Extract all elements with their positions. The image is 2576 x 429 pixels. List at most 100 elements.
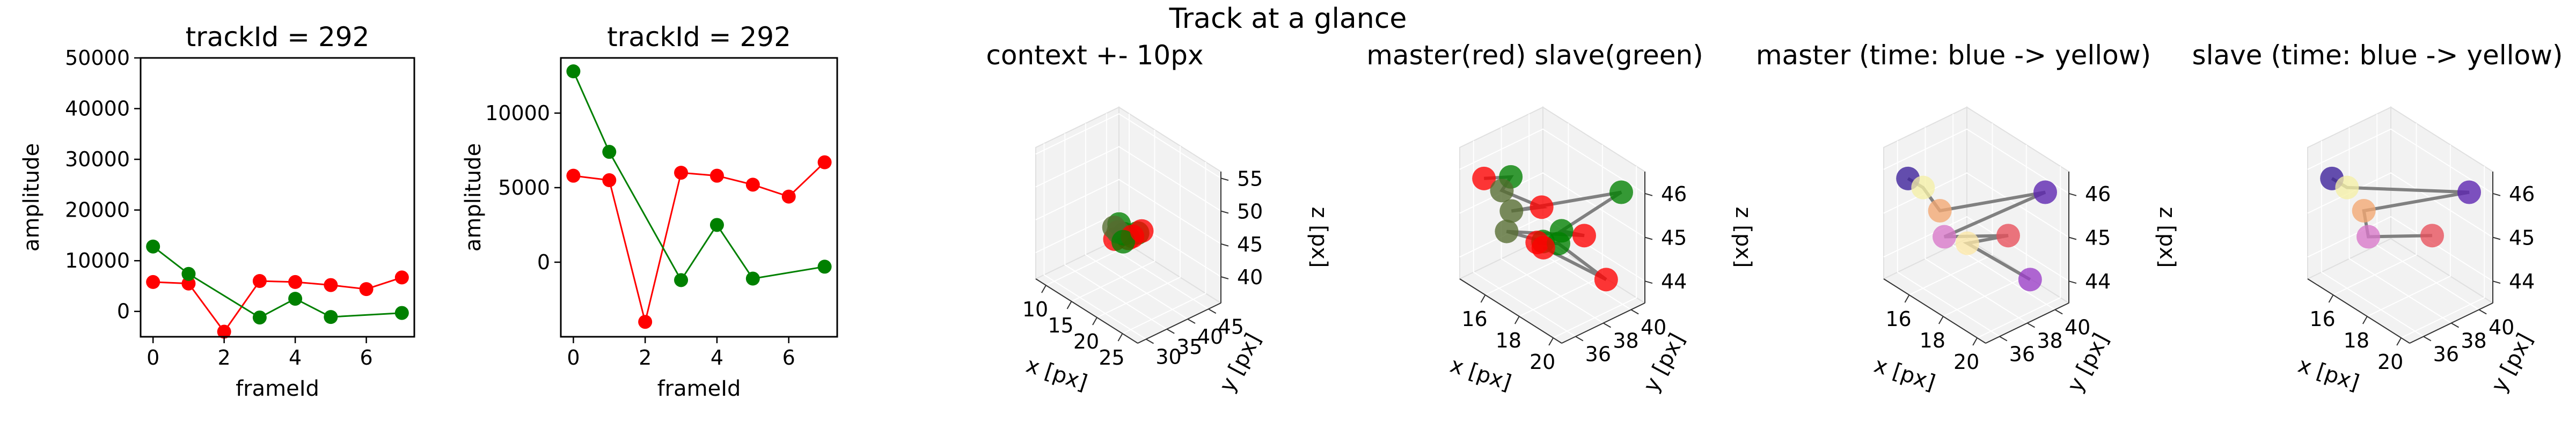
y-tick-label: 30 xyxy=(1155,345,1181,369)
z-tick xyxy=(2492,193,2501,196)
gridline xyxy=(2376,114,2479,310)
x-tick xyxy=(1938,316,1944,324)
z-tick xyxy=(1220,243,1229,247)
data-point xyxy=(1911,175,1935,199)
data-point xyxy=(394,270,409,285)
x-tick xyxy=(1904,294,1910,303)
y-tick xyxy=(1603,322,1611,328)
z-tick xyxy=(2068,236,2077,240)
z-tick xyxy=(2068,280,2077,284)
y-tick xyxy=(1208,308,1217,314)
z-tick-label: 46 xyxy=(1661,182,1687,206)
axis-line xyxy=(1035,278,1138,344)
gridline xyxy=(2348,127,2452,324)
y-tick xyxy=(1187,319,1196,324)
z-tick xyxy=(1220,276,1229,279)
axis-line xyxy=(1883,278,1986,344)
x-tick-label: 2 xyxy=(218,346,231,369)
x-tick-label: 18 xyxy=(2344,329,2369,352)
y-tick-label: 40 xyxy=(1641,316,1666,339)
x-tick-label: 18 xyxy=(1920,329,1945,352)
x-tick xyxy=(1514,316,1520,324)
series-line xyxy=(573,71,825,282)
chart-title: slave (time: blue -> yellow) xyxy=(2192,40,2563,71)
y-tick-label: 10000 xyxy=(485,101,550,125)
x-tick-label: 0 xyxy=(567,346,580,369)
side-pane xyxy=(1035,106,1119,280)
y-tick-label: 5000 xyxy=(498,176,550,199)
gridline xyxy=(1909,123,1993,295)
x-tick-label: 20 xyxy=(1073,330,1099,353)
data-point xyxy=(1495,219,1519,243)
data-point xyxy=(709,218,724,232)
data-point xyxy=(1490,179,1514,203)
y-tick-label: 30000 xyxy=(65,147,130,171)
data-point xyxy=(2033,180,2057,204)
data-point xyxy=(181,276,196,291)
z-tick-label: 44 xyxy=(2509,270,2535,293)
gridline xyxy=(1035,146,1221,212)
data-point xyxy=(2352,199,2376,223)
gridline xyxy=(1485,123,1569,295)
y-tick xyxy=(1575,336,1584,342)
chart-title: master(red) slave(green) xyxy=(1366,40,1703,71)
z-tick-label: 45 xyxy=(2509,226,2535,250)
gridline xyxy=(1043,143,1147,340)
gridline xyxy=(1085,123,1188,320)
data-point xyxy=(1529,195,1554,219)
z-tick xyxy=(1644,193,1653,196)
data-point xyxy=(1928,199,1952,223)
y-tick xyxy=(2054,309,2063,315)
amplitude-chart-2: trackId = 292 0 2 4 6 0 5000 10000 frameId amplit… xyxy=(461,21,838,401)
plot-frame xyxy=(140,57,415,338)
y-tick xyxy=(2027,322,2035,328)
z-tick xyxy=(1644,280,1653,284)
gridline xyxy=(1459,172,1645,238)
y-axis-label: y [px] xyxy=(1638,329,1689,396)
data-point xyxy=(781,189,796,204)
z-tick-label: 44 xyxy=(1661,270,1687,293)
data-point xyxy=(602,173,617,188)
y-tick xyxy=(2478,309,2487,315)
data-point xyxy=(146,275,160,289)
y-tick xyxy=(1999,336,2008,342)
z-tick xyxy=(1644,236,1653,240)
gridline xyxy=(1924,127,2028,324)
x-tick xyxy=(2396,337,2402,346)
y-tick-label: 0 xyxy=(117,300,130,323)
data-point xyxy=(181,267,196,281)
data-point xyxy=(1130,219,1154,243)
x-tick-label: 15 xyxy=(1048,314,1073,337)
y-tick xyxy=(1166,328,1175,334)
x-tick-label: 25 xyxy=(1099,346,1124,369)
x-tick xyxy=(1972,337,1978,346)
z-tick xyxy=(1220,210,1229,214)
data-point xyxy=(288,275,303,289)
data-point xyxy=(745,271,760,286)
y-tick-label: 36 xyxy=(2009,343,2035,366)
gridline xyxy=(2307,172,2493,238)
y-axis-label: y [px] xyxy=(2062,329,2113,396)
y-tick-label: 38 xyxy=(2461,329,2486,353)
data-point xyxy=(252,310,267,325)
y-tick-label: 40 xyxy=(2065,316,2090,339)
data-point xyxy=(359,282,374,297)
x-tick-label: 6 xyxy=(782,346,795,369)
y-axis-label: amplitude xyxy=(19,143,44,252)
amplitude-chart-1: trackId = 292 0 2 4 6 0 10000 20000 30000 40000 50… xyxy=(19,21,415,401)
gridline xyxy=(1883,172,2069,238)
x-tick-label: 20 xyxy=(2377,350,2403,374)
gridline xyxy=(2367,145,2451,317)
gridline xyxy=(2307,216,2493,282)
x-tick-label: 2 xyxy=(639,346,652,369)
figure-title: Track at a glance xyxy=(1169,3,1407,35)
data-point xyxy=(2457,180,2481,204)
3d-scatter-chart-4: slave (time: blue -> yellow) 16 18 20 363840… xyxy=(2192,40,2563,396)
gridline xyxy=(1035,179,1221,245)
x-axis-label: x [px] xyxy=(1871,353,1938,396)
data-point xyxy=(1933,225,1956,249)
x-tick-label: 4 xyxy=(711,346,723,369)
data-point xyxy=(1531,235,1555,260)
y-tick-label: 40000 xyxy=(65,97,130,121)
gridline xyxy=(2307,128,2493,194)
